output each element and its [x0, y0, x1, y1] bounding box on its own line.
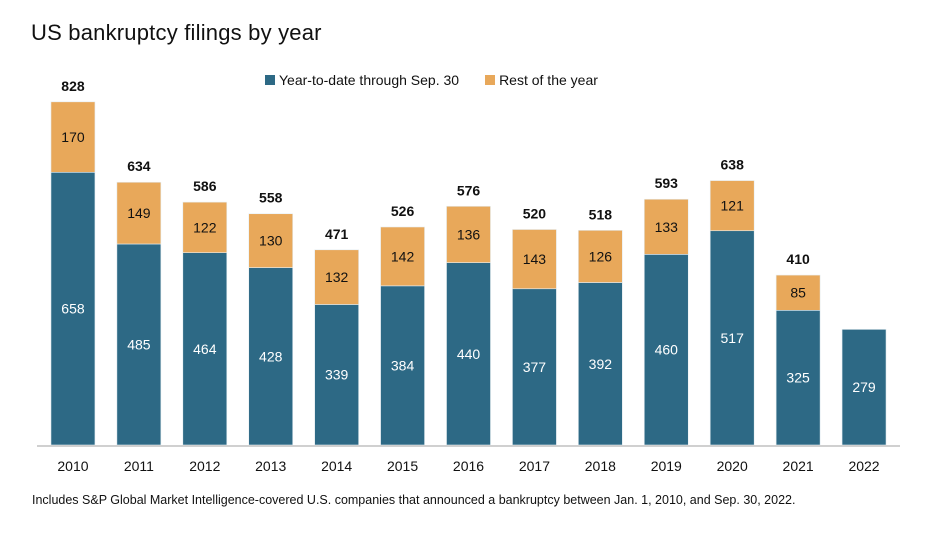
data-label-rest-2014: 132: [325, 269, 349, 285]
bar-segment-ytd-2012: [182, 252, 228, 446]
bar-segment-rest-2013: [248, 213, 294, 268]
bar-segment-ytd-2015: [380, 285, 425, 446]
total-label-2013: 558: [259, 190, 283, 206]
bar-segment-ytd-2020: [709, 230, 755, 446]
data-label-ytd-2022: 279: [852, 379, 876, 395]
total-label-2021: 410: [786, 251, 810, 267]
bar-segment-rest-2018: [578, 230, 623, 283]
bar-segment-ytd-2013: [248, 267, 294, 446]
total-label-2015: 526: [391, 203, 415, 219]
data-label-rest-2010: 170: [61, 129, 85, 145]
bar-segment-rest-2019: [643, 198, 689, 255]
data-label-rest-2021: 85: [790, 285, 806, 301]
data-label-ytd-2018: 392: [589, 356, 613, 372]
chart-title: US bankruptcy filings by year: [31, 20, 322, 45]
x-tick-label-2014: 2014: [321, 458, 352, 474]
x-tick-label-2020: 2020: [717, 458, 748, 474]
bar-segment-ytd-2014: [314, 304, 359, 446]
data-label-ytd-2011: 485: [127, 336, 151, 352]
data-label-rest-2019: 133: [655, 219, 679, 235]
total-label-2017: 520: [523, 205, 547, 221]
legend-label-rest: Rest of the year: [499, 72, 598, 88]
total-label-2011: 634: [127, 158, 151, 174]
legend: Year-to-date through Sep. 30 Rest of the…: [265, 72, 598, 88]
data-label-rest-2020: 121: [721, 198, 745, 214]
data-label-ytd-2020: 517: [721, 330, 745, 346]
x-tick-label-2013: 2013: [255, 458, 286, 474]
bar-segment-ytd-2021: [775, 310, 821, 446]
bar-segment-rest-2016: [446, 205, 491, 263]
data-label-ytd-2014: 339: [325, 367, 349, 383]
total-label-2014: 471: [325, 226, 349, 242]
data-label-ytd-2017: 377: [523, 359, 547, 375]
total-label-2020: 638: [721, 157, 745, 173]
total-label-2019: 593: [655, 175, 679, 191]
x-tick-label-2011: 2011: [124, 458, 154, 474]
total-label-2018: 518: [589, 206, 613, 222]
legend-swatch-ytd: [265, 75, 275, 85]
data-label-rest-2017: 143: [523, 251, 547, 267]
x-tick-label-2022: 2022: [848, 458, 879, 474]
x-tick-label-2015: 2015: [387, 458, 418, 474]
footnote: Includes S&P Global Market Intelligence-…: [32, 493, 796, 507]
data-label-rest-2016: 136: [457, 226, 481, 242]
total-label-2010: 828: [61, 78, 85, 94]
data-label-rest-2013: 130: [259, 233, 283, 249]
bar-segment-ytd-2019: [643, 254, 689, 446]
data-label-rest-2012: 122: [193, 219, 217, 235]
bar-segment-rest-2010: [50, 101, 96, 173]
data-label-rest-2018: 126: [589, 248, 613, 264]
x-tick-label-2010: 2010: [57, 458, 88, 474]
legend-label-ytd: Year-to-date through Sep. 30: [279, 72, 460, 88]
bar-segment-rest-2015: [380, 226, 425, 287]
bar-segment-rest-2017: [512, 229, 557, 290]
x-tick-label-2018: 2018: [585, 458, 616, 474]
x-tick-label-2016: 2016: [453, 458, 484, 474]
bar-segment-ytd-2017: [512, 288, 557, 446]
bar-segment-rest-2011: [116, 181, 162, 245]
data-label-ytd-2010: 658: [61, 301, 85, 317]
bar-segment-rest-2014: [314, 249, 359, 305]
data-label-ytd-2013: 428: [259, 348, 283, 364]
bar-segment-rest-2012: [182, 201, 228, 253]
data-label-ytd-2015: 384: [391, 357, 415, 373]
x-tick-label-2019: 2019: [651, 458, 682, 474]
bar-segment-ytd-2018: [578, 282, 623, 446]
total-label-2012: 586: [193, 178, 217, 194]
bar-segment-rest-2020: [709, 180, 755, 232]
data-label-rest-2011: 149: [127, 205, 151, 221]
data-label-rest-2015: 142: [391, 248, 415, 264]
legend-item-ytd: Year-to-date through Sep. 30: [265, 72, 459, 88]
x-tick-label-2012: 2012: [189, 458, 220, 474]
x-tick-label-2021: 2021: [783, 458, 814, 474]
bar-segment-ytd-2016: [446, 262, 491, 446]
bar-segment-ytd-2011: [116, 243, 162, 446]
data-label-ytd-2021: 325: [786, 370, 810, 386]
data-label-ytd-2016: 440: [457, 346, 481, 362]
legend-item-rest: Rest of the year: [485, 72, 598, 88]
x-tick-label-2017: 2017: [519, 458, 550, 474]
data-label-ytd-2019: 460: [655, 342, 679, 358]
legend-swatch-rest: [485, 75, 496, 85]
total-label-2016: 576: [457, 182, 481, 198]
data-label-ytd-2012: 464: [193, 341, 217, 357]
bar-segment-rest-2021: [775, 274, 821, 311]
bar-segment-ytd-2022: [841, 329, 887, 446]
